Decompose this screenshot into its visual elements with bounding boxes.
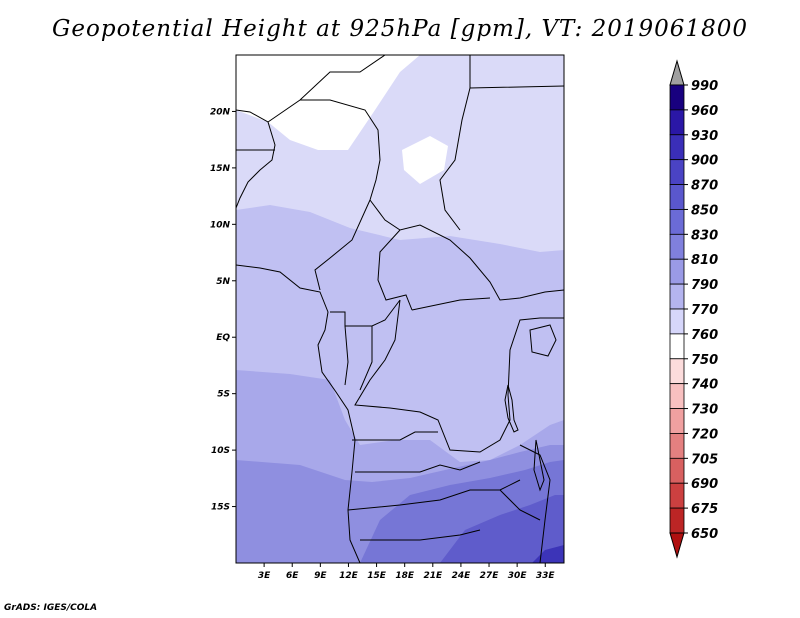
lon-tick-label: 3E [258, 571, 271, 581]
map-frame [235, 54, 565, 564]
lat-tick-label: 20N [210, 107, 231, 117]
height-field [236, 55, 564, 563]
colorbar-swatch [669, 457, 685, 484]
colorbar-label: 720 [691, 427, 718, 442]
lon-tick-label: 27E [480, 571, 500, 581]
colorbar-label: 930 [691, 129, 718, 144]
colorbar-swatch [669, 184, 685, 210]
colorbar-label: 705 [691, 452, 718, 467]
lat-tick-label: 5S [217, 390, 230, 400]
colorbar-swatch [669, 482, 685, 509]
lat-tick-label: 10S [211, 446, 230, 456]
border-sahara [236, 55, 564, 231]
colorbar-swatch [669, 283, 685, 310]
border-congo [330, 299, 564, 453]
colorbar-label: 740 [691, 378, 718, 393]
colorbar-label: 675 [691, 502, 718, 517]
lon-tick-label: 33E [536, 571, 556, 581]
colorbar-label: 900 [691, 154, 718, 169]
field-band-770 [236, 55, 420, 150]
colorbar-label: 790 [691, 278, 718, 293]
colorbar-bottom-arrow [669, 532, 685, 559]
colorbar-label: 870 [691, 179, 718, 194]
coastline-west [236, 109, 361, 563]
border-central [314, 199, 564, 311]
field-band-930 [532, 545, 564, 563]
page-title: Geopotential Height at 925hPa [gpm], VT:… [52, 16, 748, 42]
country-borders [236, 55, 564, 563]
colorbar-swatch [669, 109, 685, 136]
colorbar-swatch [669, 258, 685, 285]
lat-tick-label: 15N [210, 164, 231, 174]
colorbar: 990 960 930 900 870 850 830 810 790 770 760 750 740 7… [669, 59, 718, 559]
colorbar-label: 770 [691, 303, 718, 318]
colorbar-swatch [669, 84, 685, 111]
colorbar-label: 690 [691, 477, 718, 492]
colorbar-label: 850 [691, 203, 718, 218]
lon-tick-label: 18E [395, 571, 415, 581]
colorbar-swatch [669, 209, 685, 235]
colorbar-swatch [669, 507, 685, 534]
lon-tick-label: 21E [423, 571, 443, 581]
colorbar-label: 960 [691, 104, 718, 119]
lat-tick-label: 10N [210, 220, 231, 230]
colorbar-label: 760 [691, 328, 718, 343]
lat-tick-label: 15S [211, 503, 230, 513]
colorbar-swatch [669, 358, 685, 385]
lake-malawi [533, 439, 545, 492]
colorbar-label: 990 [691, 79, 718, 94]
colorbar-swatch [669, 233, 685, 260]
colorbar-swatch [669, 383, 685, 409]
grads-credit: GrADS: IGES/COLA [4, 603, 98, 613]
field-band-770-patch [402, 136, 448, 184]
field-band-900 [440, 495, 564, 563]
colorbar-label: 730 [691, 403, 718, 418]
colorbar-swatch [669, 433, 685, 459]
lon-tick-label: 9E [314, 571, 327, 581]
colorbar-swatch [669, 308, 685, 335]
colorbar-label: 650 [691, 527, 718, 542]
lat-tick-label: EQ [216, 333, 230, 343]
colorbar-swatch [669, 333, 685, 360]
colorbar-label: 750 [691, 353, 718, 368]
colorbar-label: 830 [691, 228, 718, 243]
longitude-axis: 3E 6E 9E 12E 15E 18E 21E 24E 27E 30E 33E [258, 563, 556, 581]
colorbar-swatch [669, 134, 685, 161]
lake-tanganyika [504, 384, 519, 433]
colorbar-label: 810 [691, 253, 718, 268]
lon-tick-label: 30E [508, 571, 528, 581]
border-southern [347, 431, 551, 563]
colorbar-swatch [669, 408, 685, 434]
lake-victoria [529, 324, 557, 357]
lat-tick-label: 5N [216, 277, 230, 287]
lon-tick-label: 15E [367, 571, 387, 581]
colorbar-top-arrow [669, 59, 685, 86]
colorbar-swatch [669, 159, 685, 185]
latitude-axis: 20N 15N 10N 5N EQ 5S 10S 15S [210, 107, 236, 513]
lon-tick-label: 6E [286, 571, 299, 581]
lon-tick-label: 12E [339, 571, 359, 581]
lon-tick-label: 24E [452, 571, 472, 581]
